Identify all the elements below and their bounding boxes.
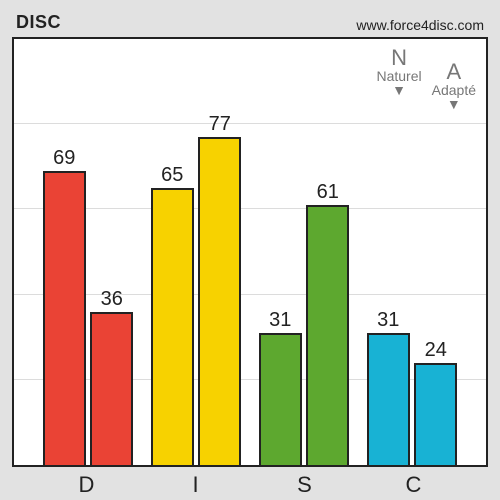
- category-label-I: I: [141, 472, 250, 498]
- disc-chart-frame: DISC www.force4disc.com 6936657731613124…: [0, 0, 500, 500]
- bar-value-label: 69: [45, 147, 84, 170]
- category-label-S: S: [250, 472, 359, 498]
- legend-adapte-label: Adapté: [432, 83, 476, 97]
- category-group-I: 6577: [142, 39, 250, 465]
- source-url: www.force4disc.com: [356, 17, 484, 33]
- legend-adapte: A Adapté ▼: [432, 61, 476, 111]
- bar-I-naturel: 65: [151, 188, 194, 465]
- category-label-C: C: [359, 472, 468, 498]
- legend: N Naturel ▼ A Adapté ▼: [376, 47, 476, 111]
- bar-D-naturel: 69: [43, 171, 86, 465]
- category-group-S: 3161: [250, 39, 358, 465]
- bar-C-adapte: 24: [414, 363, 457, 465]
- legend-naturel-label: Naturel: [376, 69, 421, 83]
- category-group-D: 6936: [34, 39, 142, 465]
- bar-D-adapte: 36: [90, 312, 133, 465]
- bar-S-naturel: 31: [259, 333, 302, 465]
- bar-value-label: 24: [416, 339, 455, 362]
- bar-value-label: 31: [369, 309, 408, 332]
- bar-value-label: 36: [92, 288, 131, 311]
- bar-C-naturel: 31: [367, 333, 410, 465]
- bar-value-label: 61: [308, 181, 347, 204]
- bar-value-label: 77: [200, 113, 239, 136]
- down-triangle-icon: ▼: [432, 97, 476, 111]
- down-triangle-icon: ▼: [376, 83, 421, 97]
- chart-title: DISC: [16, 12, 61, 33]
- bar-I-adapte: 77: [198, 137, 241, 465]
- bar-value-label: 31: [261, 309, 300, 332]
- bar-value-label: 65: [153, 164, 192, 187]
- category-label-D: D: [32, 472, 141, 498]
- legend-naturel: N Naturel ▼: [376, 47, 421, 97]
- bar-S-adapte: 61: [306, 205, 349, 465]
- chart-header: DISC www.force4disc.com: [12, 12, 488, 37]
- category-labels: DISC: [32, 472, 468, 498]
- legend-naturel-key: N: [376, 47, 421, 69]
- chart-box: 6936657731613124 N Naturel ▼ A Adapté ▼: [12, 37, 488, 467]
- legend-adapte-key: A: [432, 61, 476, 83]
